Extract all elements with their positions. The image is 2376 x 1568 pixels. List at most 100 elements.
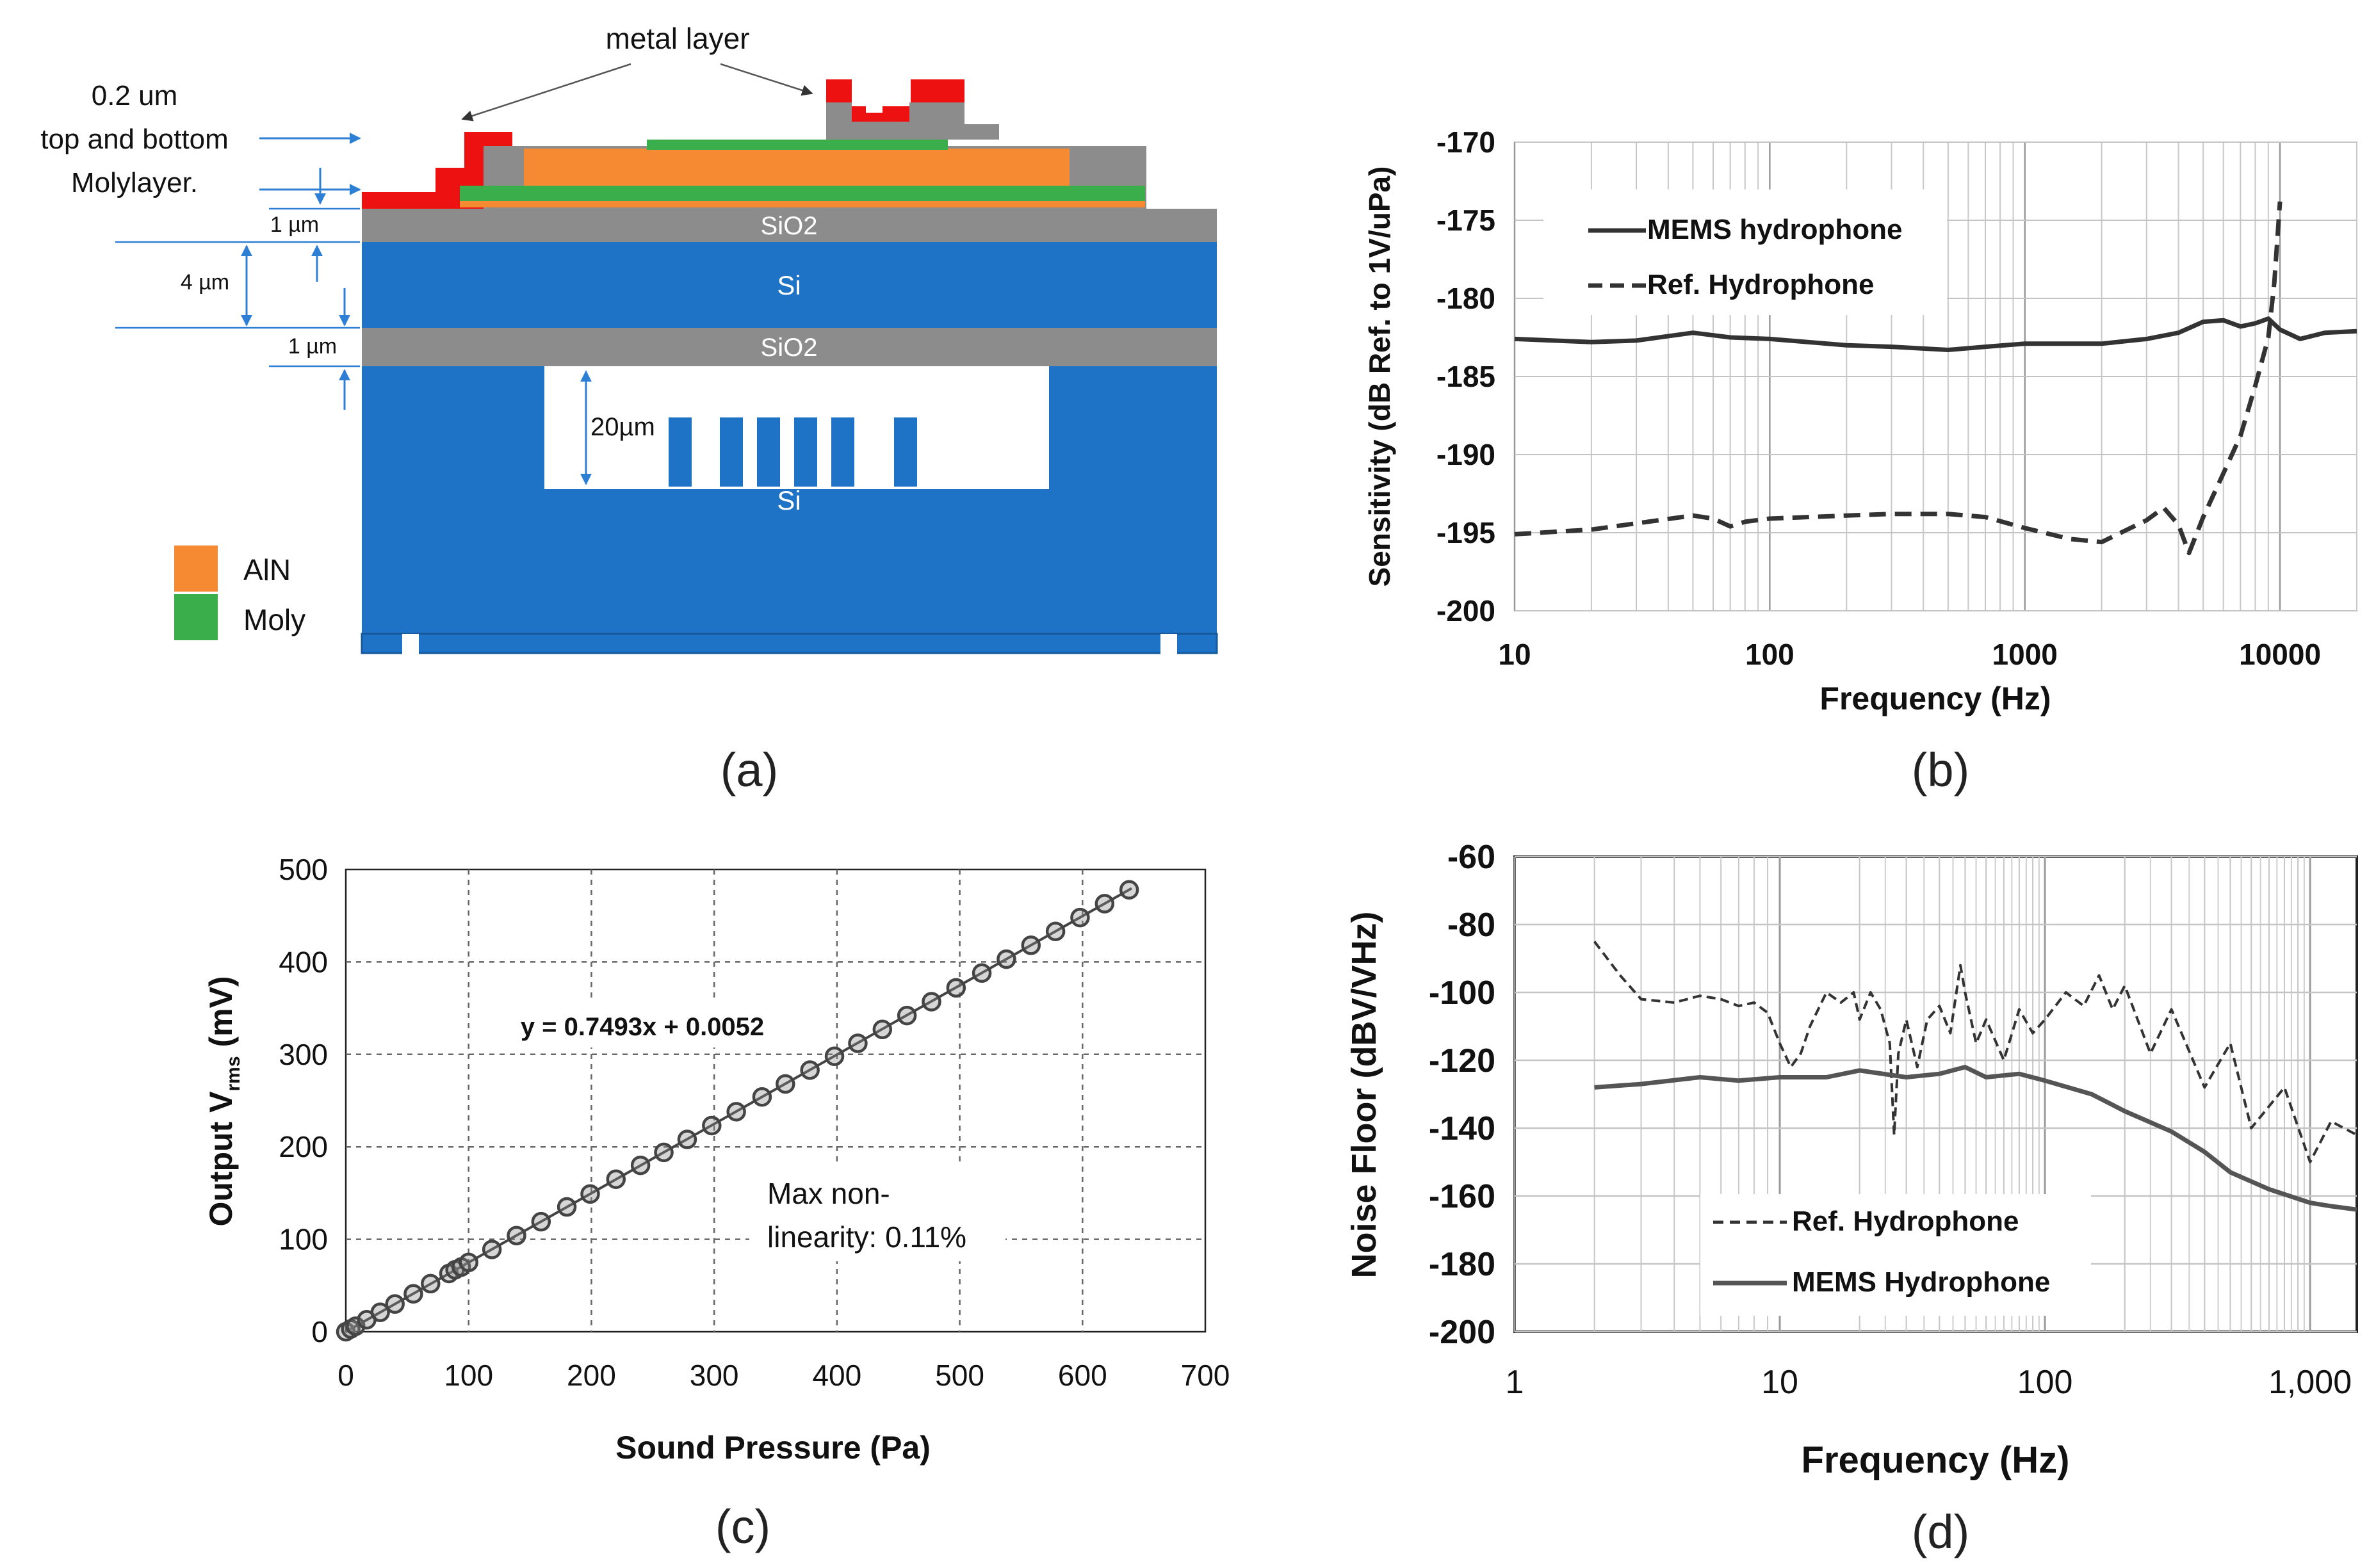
data-point xyxy=(385,1294,405,1314)
metal-arrow-right xyxy=(720,63,813,96)
x-axis-label-b: Frequency (Hz) xyxy=(1819,681,2051,716)
legend-swatch-moly xyxy=(174,594,218,640)
y-tick-label: -170 xyxy=(1436,125,1495,159)
data-point xyxy=(800,1060,820,1080)
legend-box-d xyxy=(1700,1194,2091,1316)
y-tick-labels-d: -60 -80 -100 -120 -140 -160 -180 -200 xyxy=(1429,839,1495,1351)
backside-notch-right xyxy=(1160,634,1177,654)
x-axis-label-d: Frequency (Hz) xyxy=(1802,1439,2070,1481)
data-point xyxy=(1070,907,1090,928)
x-tick-label: 0 xyxy=(338,1359,354,1392)
data-point xyxy=(848,1033,868,1053)
data-point xyxy=(824,1046,845,1066)
data-point xyxy=(482,1240,502,1259)
bottom-moly-base xyxy=(460,201,1145,207)
x-tick-label: 200 xyxy=(567,1359,616,1392)
data-point xyxy=(370,1302,390,1322)
metal-layer-label: metal layer xyxy=(606,22,750,55)
dim-label-bottom-sio2: 1 µm xyxy=(288,334,337,359)
legend-swatch-aln xyxy=(174,546,218,592)
x-tick-label: 400 xyxy=(812,1359,861,1392)
bottom-moly xyxy=(460,186,1145,201)
equation-bg xyxy=(525,1003,801,1047)
layer-label-si: Si xyxy=(777,270,801,300)
data-point xyxy=(531,1211,551,1232)
comb-finger xyxy=(794,417,817,487)
oxide-cap-right xyxy=(826,102,999,140)
layer-label-bottom-sio2: SiO2 xyxy=(761,334,818,362)
legend-label-ref-b: Ref. Hydrophone xyxy=(1647,269,1874,300)
data-point xyxy=(580,1184,600,1204)
x-tick-label: 1,000 xyxy=(2268,1364,2352,1401)
legend-label-mems-b: MEMS hydrophone xyxy=(1647,214,1902,245)
annotation-bg xyxy=(749,1165,1005,1261)
cavity-dim-label: 20µm xyxy=(590,413,655,441)
legend-label-moly: Moly xyxy=(243,603,305,636)
y-tick-label: 400 xyxy=(279,945,328,978)
data-point xyxy=(1045,921,1066,941)
comb-finger xyxy=(757,417,780,487)
series-ref-hydrophone-line xyxy=(1514,201,2282,556)
y-tick-label: -140 xyxy=(1429,1110,1495,1147)
caption-a: (a) xyxy=(720,743,778,796)
y-tick-label: -195 xyxy=(1436,516,1495,549)
data-point xyxy=(897,1005,917,1026)
data-point xyxy=(1119,880,1139,900)
panel-d-noise-chart: -60 -80 -100 -120 -140 -160 -180 -200 1 10 100 1,0… xyxy=(1345,839,2358,1558)
nonlinearity-line-1: Max non- xyxy=(767,1177,890,1210)
top-moly xyxy=(647,140,948,150)
legend-label-aln: AlN xyxy=(243,553,291,586)
dim-label-si: 4 µm xyxy=(181,270,229,295)
moly-note-line-3: Molylayer. xyxy=(71,167,198,198)
data-point xyxy=(421,1273,441,1294)
y-tick-label: -120 xyxy=(1429,1042,1495,1079)
data-point xyxy=(459,1252,478,1272)
layer-label-substrate: Si xyxy=(777,485,801,515)
y-tick-label: -160 xyxy=(1429,1178,1495,1215)
y-tick-label: -185 xyxy=(1436,360,1495,393)
caption-d: (d) xyxy=(1912,1505,1969,1558)
y-tick-label: -100 xyxy=(1429,974,1495,1012)
data-point xyxy=(726,1102,746,1122)
x-tick-label: 100 xyxy=(444,1359,493,1392)
moly-note-line-2: top and bottom xyxy=(40,124,229,155)
legend-d: Ref. Hydrophone MEMS Hydrophone xyxy=(1700,1194,2091,1316)
x-tick-label: 600 xyxy=(1058,1359,1107,1392)
data-point xyxy=(606,1169,626,1189)
y-tick-label: -175 xyxy=(1436,204,1495,237)
comb-finger xyxy=(720,417,743,487)
x-tick-label: 10 xyxy=(1498,638,1531,671)
y-tick-label: 300 xyxy=(279,1038,328,1071)
y-tick-label: -190 xyxy=(1436,438,1495,471)
x-tick-labels-b: 10 100 1000 10000 xyxy=(1498,638,2321,671)
substrate-bottom-edge xyxy=(361,633,1218,654)
comb-finger xyxy=(669,417,692,487)
data-point xyxy=(557,1197,577,1217)
caption-b: (b) xyxy=(1912,743,1969,796)
data-point xyxy=(1094,894,1115,914)
y-tick-label: 200 xyxy=(279,1130,328,1163)
x-tick-labels-d: 1 10 100 1,000 xyxy=(1506,1364,2352,1401)
y-tick-label: 100 xyxy=(279,1223,328,1256)
x-tick-label: 100 xyxy=(1745,638,1794,671)
panel-a-cross-section: SiO2 Si SiO2 Si 20µm metal layer 0.2 um … xyxy=(40,22,1218,796)
comb-finger xyxy=(894,417,917,487)
data-point xyxy=(922,992,941,1012)
x-tick-labels-c: 0 100 200 300 400 500 600 700 xyxy=(338,1359,1230,1392)
y-axis-label-b: Sensitivity (dB Ref. to 1V/uPa) xyxy=(1363,166,1396,587)
top-sio2-layer xyxy=(362,209,1217,242)
legend-label-ref-d: Ref. Hydrophone xyxy=(1792,1206,2019,1237)
device-si-layer xyxy=(362,242,1217,328)
y-tick-label: -180 xyxy=(1436,282,1495,315)
data-point xyxy=(630,1155,651,1176)
y-axis-label-d: Noise Floor (dBV/VHz) xyxy=(1345,911,1383,1278)
x-tick-label: 700 xyxy=(1181,1359,1230,1392)
x-tick-label: 1 xyxy=(1506,1364,1524,1401)
data-point xyxy=(677,1129,697,1149)
data-point xyxy=(507,1225,526,1246)
x-axis-label-c: Sound Pressure (Pa) xyxy=(615,1430,931,1466)
data-point xyxy=(702,1115,722,1136)
data-point xyxy=(997,949,1016,969)
bottom-sio2-layer xyxy=(362,328,1217,366)
